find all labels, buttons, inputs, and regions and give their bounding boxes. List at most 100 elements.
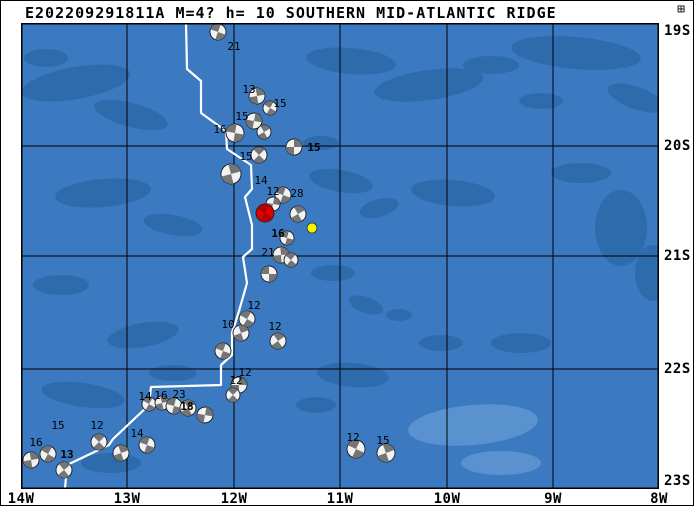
depth-label: 21 — [227, 40, 240, 53]
beachball-marker[interactable] — [177, 397, 199, 419]
beachball-marker[interactable] — [37, 443, 59, 465]
beachball-marker[interactable] — [225, 123, 246, 144]
beachball-marker[interactable] — [223, 385, 243, 405]
beachball-quadrants — [166, 398, 182, 414]
beachball-marker[interactable] — [164, 396, 184, 416]
beachball-quadrants — [273, 247, 289, 263]
beachball-marker[interactable] — [248, 144, 271, 167]
beachball-marker[interactable] — [213, 341, 234, 362]
depth-label: 12 — [268, 320, 281, 333]
beachball-marker[interactable] — [22, 451, 41, 470]
beachball-marker[interactable] — [88, 431, 111, 454]
event-beachball[interactable] — [253, 201, 278, 226]
bathymetry-blob — [94, 99, 168, 131]
depth-label: 23 — [172, 388, 185, 401]
beachball-marker[interactable] — [231, 323, 252, 344]
beachball-marker[interactable] — [285, 138, 303, 156]
beachball-marker[interactable] — [344, 437, 368, 461]
bathymetry-blob — [296, 397, 336, 413]
beachball-quadrants — [263, 101, 277, 115]
bathymetry-blob — [519, 93, 563, 109]
ridge-axis-line — [63, 23, 254, 489]
bathymetry-blob — [309, 168, 373, 194]
beachball-quadrants — [41, 446, 55, 462]
page-title: E202209291811A M=4? h= 10 SOUTHERN MID-A… — [25, 4, 557, 22]
window-control-icon[interactable]: ⊞ — [677, 2, 685, 17]
beachball-marker[interactable] — [208, 23, 229, 42]
beachball-marker[interactable] — [219, 162, 243, 186]
depth-label: 15 — [51, 419, 64, 432]
beachball-marker[interactable] — [260, 265, 278, 283]
beachball-quadrants — [226, 124, 244, 142]
bathymetry-blob — [348, 295, 384, 315]
beachball-marker[interactable] — [236, 308, 258, 330]
beachball-marker[interactable] — [254, 122, 273, 141]
lat-label: 20S — [664, 138, 691, 154]
depth-label: 15 — [235, 110, 248, 123]
bathymetry-blob — [607, 83, 659, 113]
beachball-quadrants — [142, 397, 156, 411]
bathymetry-blob — [595, 190, 647, 266]
depth-label: 15 — [307, 141, 320, 154]
bathymetry-blob — [463, 56, 519, 74]
bathymetry-blob — [635, 245, 659, 301]
bathymetry-blob — [491, 333, 551, 353]
beachball-marker[interactable] — [245, 112, 264, 131]
beachball-marker[interactable] — [281, 250, 301, 270]
bathymetry-blob — [374, 68, 484, 102]
depth-label: 28 — [290, 187, 303, 200]
depth-label: 16 — [213, 123, 226, 136]
depth-label: 14 — [254, 174, 268, 187]
beachball-quadrants — [139, 437, 155, 453]
beachball-quadrants — [57, 462, 71, 478]
beachball-marker[interactable] — [153, 394, 170, 411]
beachball-marker[interactable] — [196, 406, 215, 425]
bathymetry-blob — [143, 213, 203, 237]
beachball-marker[interactable] — [248, 87, 267, 106]
depth-label: 14 — [138, 390, 152, 403]
beachball-marker[interactable] — [137, 435, 158, 456]
bathymetry-blob — [411, 179, 495, 207]
lat-label: 23S — [664, 473, 691, 489]
depth-label: 18 — [180, 400, 193, 413]
beachball-quadrants — [257, 204, 273, 222]
beachball-quadrants — [275, 187, 291, 203]
depth-label: 16 — [271, 227, 285, 240]
beachball-marker[interactable] — [53, 459, 76, 482]
depth-label: 16 — [154, 389, 167, 402]
beachball-marker[interactable] — [139, 394, 158, 413]
depth-label: 12 — [266, 185, 279, 198]
bathymetry-blob — [24, 49, 68, 67]
depth-label: 15 — [376, 434, 389, 447]
depth-label: 15 — [273, 97, 286, 110]
lon-label: 11W — [326, 491, 354, 506]
lon-label: 14W — [7, 491, 35, 506]
depth-label: 13 — [242, 83, 255, 96]
depth-label: 21 — [261, 246, 274, 259]
station-marker[interactable] — [306, 222, 318, 234]
beachball-quadrants — [286, 139, 302, 155]
beachball-marker[interactable] — [111, 443, 132, 464]
bathymetry-blob — [149, 365, 197, 381]
beachball-marker[interactable] — [374, 441, 397, 464]
beachball-quadrants — [291, 206, 305, 222]
bathymetry-blob — [41, 381, 125, 409]
beachball-marker[interactable] — [260, 98, 279, 117]
beachball-quadrants — [280, 231, 294, 245]
beachball-quadrants — [240, 311, 254, 327]
depth-label: 12 — [247, 299, 260, 312]
beachball-quadrants — [271, 333, 285, 349]
map-frame — [21, 23, 659, 489]
beachball-quadrants — [246, 113, 262, 129]
beachball-quadrants — [233, 325, 249, 341]
depth-label: 12 — [229, 374, 242, 387]
beachball-marker[interactable] — [287, 203, 309, 225]
beachball-marker[interactable] — [278, 229, 295, 246]
lon-label: 8W — [650, 491, 668, 506]
lat-label: 21S — [664, 248, 691, 264]
beachball-marker[interactable] — [267, 330, 289, 352]
bathymetry-blob — [461, 451, 541, 475]
beachball-quadrants — [347, 440, 365, 458]
